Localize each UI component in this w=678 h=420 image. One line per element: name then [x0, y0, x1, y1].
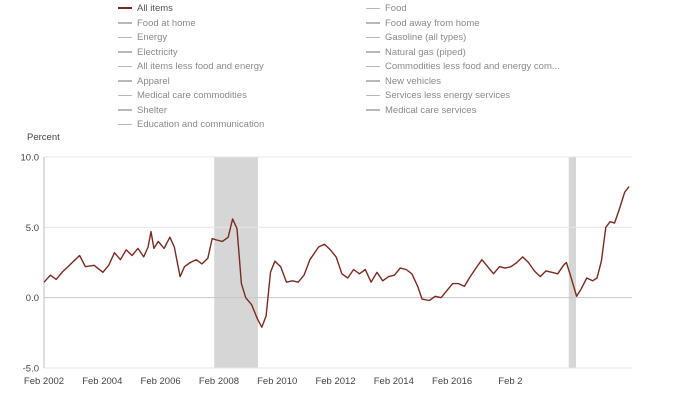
legend-item[interactable]: Medical care commodities — [118, 89, 247, 103]
legend-swatch-icon — [118, 65, 132, 68]
x-tick-label: Feb 2010 — [257, 376, 297, 387]
legend-label: Food at home — [137, 17, 196, 29]
legend-label: Electricity — [137, 46, 178, 58]
legend-label: Food — [385, 3, 407, 14]
legend-label: Shelter — [137, 104, 168, 116]
y-tick-label: 0.0 — [26, 293, 39, 304]
y-tick-label: 5.0 — [26, 223, 39, 234]
legend-item[interactable]: Apparel — [118, 75, 170, 89]
legend-item[interactable]: Services less energy services — [366, 89, 510, 103]
legend-item[interactable]: All items less food and energy — [118, 60, 264, 74]
y-axis-label: Percent — [27, 132, 60, 143]
legend-item[interactable]: Shelter — [118, 104, 167, 118]
x-tick-label: Feb 2002 — [24, 376, 64, 387]
legend-swatch-icon — [118, 36, 132, 39]
legend-item[interactable]: Energy — [118, 31, 167, 45]
legend-label: Services less energy services — [385, 90, 511, 101]
legend-label: Energy — [137, 32, 168, 43]
legend-label: Natural gas (piped) — [385, 46, 466, 58]
legend-swatch-icon — [366, 94, 380, 97]
legend-item[interactable]: Medical care services — [366, 104, 476, 118]
legend-item[interactable]: New vehicles — [366, 75, 441, 89]
legend-label: Apparel — [137, 75, 170, 87]
x-tick-label: Feb 2006 — [141, 376, 181, 387]
x-tick-label: Feb 2014 — [374, 376, 414, 387]
legend-label: Medical care commodities — [137, 90, 247, 101]
legend-swatch-icon — [366, 7, 380, 10]
legend-swatch-icon — [118, 123, 132, 126]
legend-label: Gasoline (all types) — [385, 32, 467, 43]
legend-item[interactable]: Food — [366, 2, 407, 16]
legend-label: Medical care services — [385, 104, 477, 116]
legend-swatch-icon — [118, 80, 132, 82]
x-tick-label: Feb 2012 — [315, 376, 355, 387]
x-tick-label: Feb 2016 — [432, 376, 472, 387]
legend-label: All items less food and energy — [137, 61, 264, 72]
recession-band — [214, 157, 258, 368]
legend-swatch-icon — [118, 22, 132, 24]
legend-label: New vehicles — [385, 75, 441, 87]
legend-item[interactable]: Food at home — [118, 17, 196, 31]
legend-swatch-icon — [366, 36, 380, 39]
legend-swatch-icon — [366, 22, 380, 24]
legend-label: Education and communication — [137, 119, 265, 130]
legend-swatch-icon — [366, 65, 380, 68]
x-tick-label: Feb 2004 — [82, 376, 122, 387]
legend-label: Food away from home — [385, 17, 480, 29]
recession-band — [568, 157, 577, 368]
legend-swatch-icon — [118, 7, 132, 10]
y-tick-label: -5.0 — [23, 364, 39, 375]
legend-item[interactable]: Food away from home — [366, 17, 480, 31]
legend-item[interactable]: Natural gas (piped) — [366, 46, 466, 60]
legend-item[interactable]: Gasoline (all types) — [366, 31, 466, 45]
legend-item[interactable]: Electricity — [118, 46, 178, 60]
legend-swatch-icon — [118, 109, 132, 111]
legend-item[interactable]: Commodities less food and energy com... — [366, 60, 560, 74]
legend-item[interactable]: Education and communication — [118, 118, 264, 132]
legend-label: All items — [137, 3, 173, 14]
legend-item[interactable]: All items — [118, 2, 173, 16]
legend-swatch-icon — [118, 51, 132, 53]
legend-label: Commodities less food and energy com... — [385, 61, 560, 72]
legend-swatch-icon — [118, 94, 132, 97]
x-tick-label: Feb 2 — [498, 376, 522, 387]
legend-swatch-icon — [366, 51, 380, 53]
y-tick-label: 10.0 — [21, 153, 40, 164]
legend-swatch-icon — [366, 80, 380, 82]
x-tick-label: Feb 2008 — [199, 376, 239, 387]
legend-swatch-icon — [366, 109, 380, 111]
series-line-all-items — [43, 186, 630, 328]
